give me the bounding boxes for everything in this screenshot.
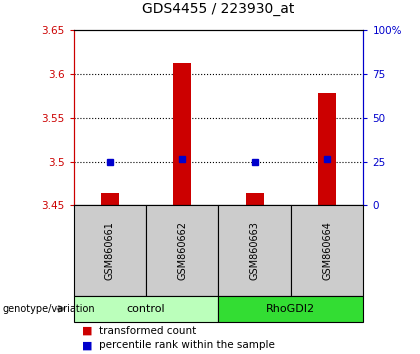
Bar: [173, 63, 191, 205]
Bar: [246, 193, 264, 205]
Text: GSM860663: GSM860663: [249, 221, 260, 280]
Bar: [291, 205, 363, 296]
Bar: [74, 296, 218, 322]
Text: GSM860662: GSM860662: [177, 221, 187, 280]
Bar: [74, 205, 146, 296]
Text: transformed count: transformed count: [99, 326, 196, 336]
Text: genotype/variation: genotype/variation: [2, 304, 95, 314]
Bar: [218, 205, 291, 296]
Text: control: control: [127, 304, 165, 314]
Bar: [101, 193, 119, 205]
Text: RhoGDI2: RhoGDI2: [266, 304, 315, 314]
Bar: [218, 296, 363, 322]
Text: percentile rank within the sample: percentile rank within the sample: [99, 340, 275, 350]
Text: GSM860664: GSM860664: [322, 221, 332, 280]
Bar: [146, 205, 218, 296]
Text: ■: ■: [82, 326, 92, 336]
Text: GDS4455 / 223930_at: GDS4455 / 223930_at: [142, 2, 294, 16]
Bar: [318, 93, 336, 205]
Text: ■: ■: [82, 340, 92, 350]
Text: GSM860661: GSM860661: [105, 221, 115, 280]
